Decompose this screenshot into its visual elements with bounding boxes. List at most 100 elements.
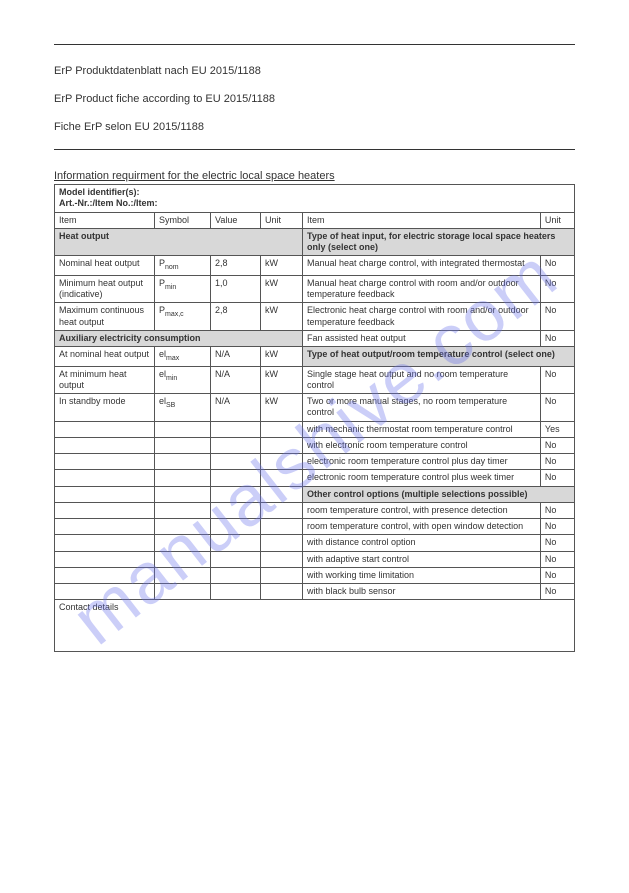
cell-desc: Electronic heat charge control with room… (303, 303, 541, 331)
table-row: At nominal heat output elmax N/A kW Type… (55, 347, 575, 367)
hdr-symbol: Symbol (155, 212, 211, 228)
table-row: electronic room temperature control plus… (55, 470, 575, 486)
contact-details: Contact details (55, 600, 575, 652)
cell-symbol: Pnom (155, 256, 211, 276)
cell-item: In standby mode (55, 394, 155, 422)
table-row: with distance control option No (55, 535, 575, 551)
hdr-unit-l: Unit (261, 212, 303, 228)
table-row: Item Symbol Value Unit Item Unit (55, 212, 575, 228)
table-row: with adaptive start control No (55, 551, 575, 567)
cell-symbol: Pmax,c (155, 303, 211, 331)
cell-desc: with distance control option (303, 535, 541, 551)
hdr-value: Value (211, 212, 261, 228)
table-row: Contact details (55, 600, 575, 652)
table-row: with mechanic thermostat room temperatur… (55, 421, 575, 437)
cell-value: N/A (211, 394, 261, 422)
hdr-unit-r: Unit (540, 212, 574, 228)
cell-symbol: elmin (155, 366, 211, 394)
table-row: Model identifier(s): Art.-Nr.:/Item No.:… (55, 185, 575, 213)
cell-desc: Single stage heat output and no room tem… (303, 366, 541, 394)
cell-desc: with adaptive start control (303, 551, 541, 567)
cell-item: At minimum heat output (55, 366, 155, 394)
cell-desc: Manual heat charge control, with integra… (303, 256, 541, 276)
cell-desc: electronic room temperature control plus… (303, 454, 541, 470)
cell-desc: with mechanic thermostat room temperatur… (303, 421, 541, 437)
title-de: ErP Produktdatenblatt nach EU 2015/1188 (54, 65, 575, 77)
section-heat-output-type: Type of heat output/room temperature con… (303, 347, 575, 367)
cell-yn: Yes (540, 421, 574, 437)
table-row: Maximum continuous heat output Pmax,c 2,… (55, 303, 575, 331)
cell-desc: room temperature control, with open wind… (303, 519, 541, 535)
cell-symbol: elSB (155, 394, 211, 422)
cell-unit: kW (261, 303, 303, 331)
page-content: ErP Produktdatenblatt nach EU 2015/1188 … (0, 0, 629, 672)
cell-yn: No (540, 470, 574, 486)
section-other-options: Other control options (multiple selectio… (303, 486, 575, 502)
hdr-item-l: Item (55, 212, 155, 228)
model-id-line2: Art.-Nr.:/Item No.:/Item: (59, 198, 158, 208)
requirement-title: Information requirment for the electric … (54, 170, 575, 182)
cell-value: N/A (211, 366, 261, 394)
table-row: room temperature control, with presence … (55, 502, 575, 518)
table-row: Nominal heat output Pnom 2,8 kW Manual h… (55, 256, 575, 276)
cell-desc: room temperature control, with presence … (303, 502, 541, 518)
cell-unit: kW (261, 275, 303, 303)
table-row: room temperature control, with open wind… (55, 519, 575, 535)
cell-symbol: elmax (155, 347, 211, 367)
cell-desc: Two or more manual stages, no room tempe… (303, 394, 541, 422)
cell-yn: No (540, 502, 574, 518)
table-row: Minimum heat output (indicative) Pmin 1,… (55, 275, 575, 303)
cell-value: N/A (211, 347, 261, 367)
cell-unit: kW (261, 394, 303, 422)
cell-unit: kW (261, 366, 303, 394)
cell-yn: No (540, 519, 574, 535)
cell-yn: No (540, 256, 574, 276)
cell-desc: electronic room temperature control plus… (303, 470, 541, 486)
cell-desc: with electronic room temperature control (303, 437, 541, 453)
rule-top (54, 44, 575, 45)
table-row: electronic room temperature control plus… (55, 454, 575, 470)
cell-item: Maximum continuous heat output (55, 303, 155, 331)
cell-unit: kW (261, 256, 303, 276)
cell-unit: kW (261, 347, 303, 367)
cell-value: 2,8 (211, 303, 261, 331)
cell-value: 1,0 (211, 275, 261, 303)
cell-yn: No (540, 275, 574, 303)
cell-symbol: Pmin (155, 275, 211, 303)
table-row: with working time limitation No (55, 567, 575, 583)
cell-item: Nominal heat output (55, 256, 155, 276)
cell-desc: with black bulb sensor (303, 584, 541, 600)
cell-yn: No (540, 437, 574, 453)
cell-desc: with working time limitation (303, 567, 541, 583)
table-row: Auxiliary electricity consumption Fan as… (55, 330, 575, 346)
table-row: with black bulb sensor No (55, 584, 575, 600)
table-row: In standby mode elSB N/A kW Two or more … (55, 394, 575, 422)
cell-yn: No (540, 303, 574, 331)
cell-yn: No (540, 366, 574, 394)
hdr-item-r: Item (303, 212, 541, 228)
cell-desc: Manual heat charge control with room and… (303, 275, 541, 303)
section-heat-input-type: Type of heat input, for electric storage… (303, 228, 575, 256)
title-en: ErP Product fiche according to EU 2015/1… (54, 93, 575, 105)
cell-yn: No (540, 330, 574, 346)
cell-yn: No (540, 454, 574, 470)
cell-yn: No (540, 584, 574, 600)
cell-yn: No (540, 535, 574, 551)
section-aux: Auxiliary electricity consumption (55, 330, 303, 346)
cell-desc: Fan assisted heat output (303, 330, 541, 346)
section-heat-output: Heat output (55, 228, 303, 256)
cell-yn: No (540, 567, 574, 583)
cell-item: Minimum heat output (indicative) (55, 275, 155, 303)
cell-item: At nominal heat output (55, 347, 155, 367)
title-fr: Fiche ErP selon EU 2015/1188 (54, 121, 575, 133)
cell-yn: No (540, 394, 574, 422)
table-row: with electronic room temperature control… (55, 437, 575, 453)
cell-value: 2,8 (211, 256, 261, 276)
table-row: Heat output Type of heat input, for elec… (55, 228, 575, 256)
table-row: Other control options (multiple selectio… (55, 486, 575, 502)
cell-yn: No (540, 551, 574, 567)
table-row: At minimum heat output elmin N/A kW Sing… (55, 366, 575, 394)
model-id-line1: Model identifier(s): (59, 187, 140, 197)
spec-table: Model identifier(s): Art.-Nr.:/Item No.:… (54, 184, 575, 652)
rule-mid (54, 149, 575, 150)
